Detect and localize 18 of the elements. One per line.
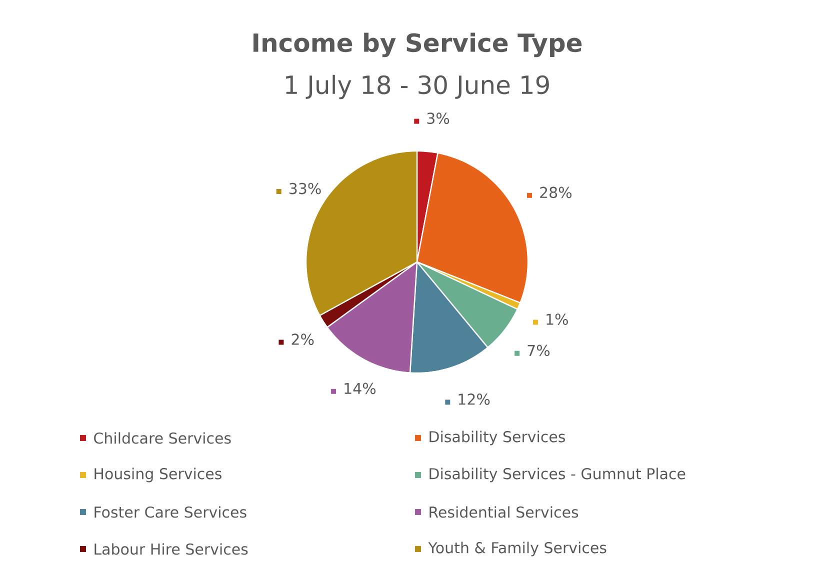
legend-label: Foster Care Services: [94, 506, 246, 518]
data-label: 33%: [289, 182, 321, 194]
data-label: 1%: [546, 314, 568, 325]
data-label: 14%: [344, 382, 376, 394]
data-label: 7%: [528, 344, 550, 356]
legend-label: Residential Services: [430, 506, 578, 518]
chart-title: Income by Service Type: [254, 32, 582, 58]
legend-label: Housing Services: [94, 468, 222, 482]
data-label: 2%: [292, 334, 314, 345]
data-label: 3%: [427, 112, 450, 124]
legend-label: Youth & Family Services: [428, 542, 606, 556]
legend-label: Labour Hire Services: [94, 543, 248, 555]
data-label: 12%: [458, 394, 490, 405]
legend-label: Disability Services: [430, 430, 565, 446]
chart-subtitle: 1 July 18 - 30 June 19: [286, 74, 549, 100]
legend-label: Disability Services - Gumnut Place: [430, 468, 686, 482]
legend-label: Childcare Services: [94, 432, 231, 444]
data-label: 28%: [540, 186, 572, 198]
